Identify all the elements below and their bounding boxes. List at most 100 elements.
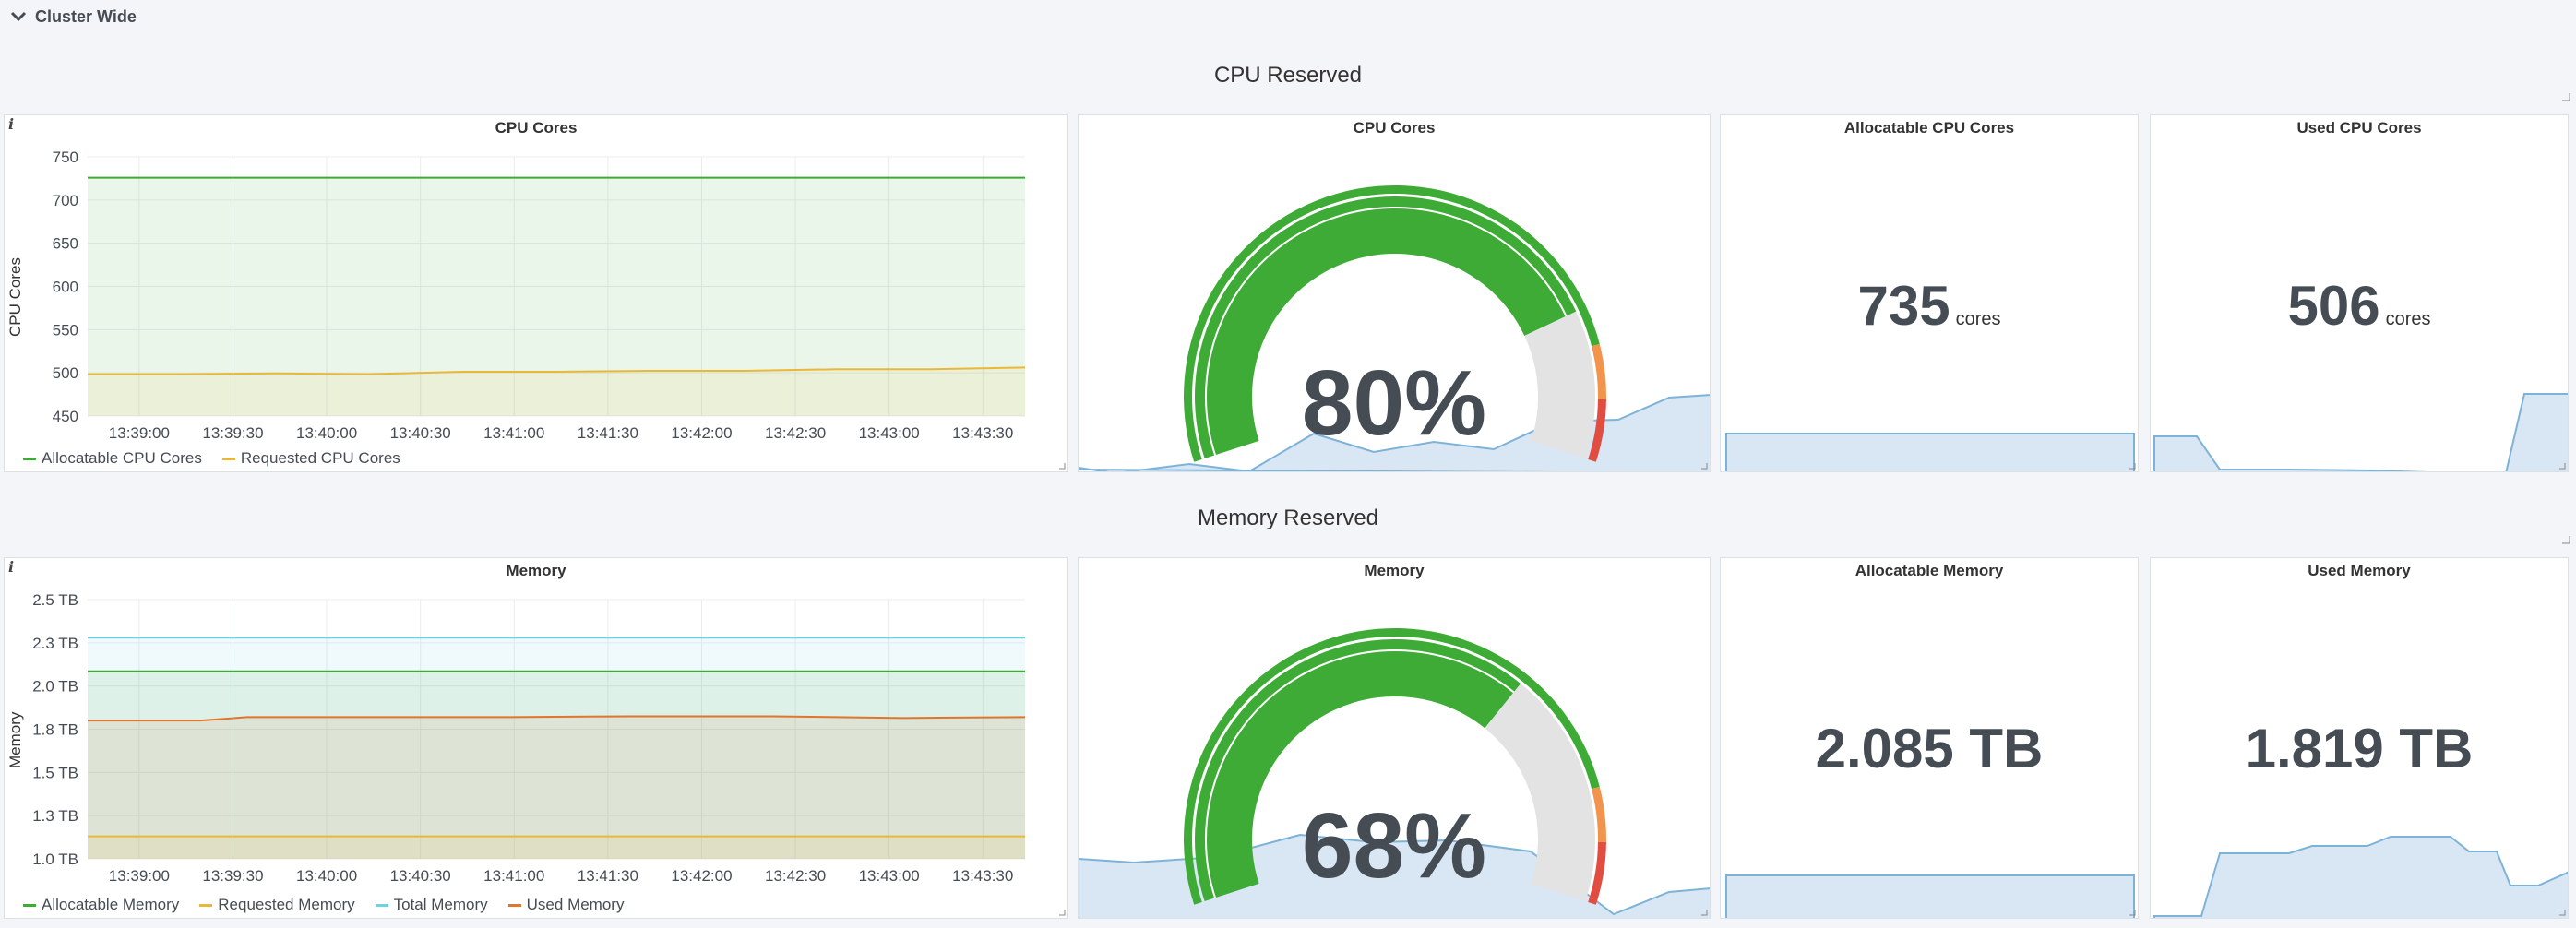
panel-title: CPU Cores (1353, 119, 1436, 137)
stat-value: 506 cores (2287, 275, 2431, 337)
x-tick-label: 13:43:30 (952, 867, 1013, 885)
x-tick-label: 13:43:00 (859, 867, 920, 885)
resize-handle-icon[interactable] (1700, 462, 1708, 470)
x-tick-label: 13:42:00 (671, 424, 732, 442)
series-area (88, 671, 1025, 859)
series-line[interactable] (88, 366, 1026, 375)
cpu-graph-plot[interactable]: 13:39:00 13:39:30 13:40:00 13:40:30 13:41:00… (5, 115, 1068, 447)
info-icon[interactable]: i (8, 558, 15, 576)
stat-value: 1.819 TB (2245, 718, 2474, 779)
gauge-value: 80% (1301, 351, 1487, 455)
resize-handle-icon[interactable] (2558, 462, 2566, 470)
series-area (88, 637, 1025, 859)
gauge-threshold-orange (1592, 787, 1606, 842)
series-area (88, 716, 1025, 859)
y-tick-label: 500 (53, 364, 78, 382)
resize-handle-icon[interactable] (2561, 535, 2570, 544)
legend: Allocatable CPU Cores Requested CPU Core… (23, 449, 400, 468)
memory-graph-plot[interactable]: 13:39:00 13:39:30 13:40:00 13:40:30 13:41:00… (5, 558, 1068, 894)
x-tick-label: 13:41:30 (578, 867, 638, 885)
series-area (88, 177, 1025, 416)
resize-handle-icon[interactable] (2561, 92, 2570, 101)
panel-title: Memory (1364, 562, 1425, 579)
stat-value: 735 cores (1857, 275, 2001, 337)
y-tick-label: 2.5 TB (32, 591, 78, 609)
y-tick-label: 2.0 TB (32, 678, 78, 696)
resize-handle-icon[interactable] (1700, 909, 1708, 916)
used-memory-panel[interactable]: Used Memory 1.819 TB (2150, 557, 2569, 919)
panel-title: CPU Cores (495, 119, 578, 137)
memory-gauge-panel[interactable]: Memory 68% (1078, 557, 1711, 919)
resize-handle-icon[interactable] (1058, 909, 1066, 916)
allocatable-cpu-sparkline (1725, 433, 2135, 471)
allocatable-memory-panel[interactable]: Allocatable Memory 2.085 TB (1720, 557, 2139, 919)
panel-title: Memory (506, 562, 566, 579)
chevron-down-icon[interactable] (7, 6, 30, 28)
allocatable-cpu-panel[interactable]: Allocatable CPU Cores 735 cores (1720, 114, 2139, 472)
x-tick-label: 13:41:30 (578, 424, 638, 442)
x-tick-label: 13:39:00 (109, 867, 170, 885)
legend-item-requested-memory[interactable]: Requested Memory (199, 896, 355, 914)
y-tick-label: 650 (53, 235, 78, 253)
x-tick-label: 13:41:00 (483, 424, 544, 442)
x-tick-label: 13:42:30 (765, 424, 826, 442)
section-title-memory: Memory Reserved (1197, 506, 1379, 530)
x-tick-label: 13:39:30 (202, 424, 263, 442)
x-tick-label: 13:40:00 (296, 424, 357, 442)
series-area (88, 367, 1025, 416)
x-tick-label: 13:41:00 (483, 867, 544, 885)
x-tick-label: 13:43:30 (952, 424, 1013, 442)
allocatable-memory-sparkline (1725, 874, 2135, 918)
memory-graph-panel[interactable]: i Memory Memory 13:39:00 13:39:30 13:40:00… (4, 557, 1068, 919)
gauge-remaining-arc (1524, 311, 1595, 459)
x-tick-label: 13:40:30 (390, 424, 451, 442)
resize-handle-icon[interactable] (2129, 909, 2136, 916)
cpu-gauge-panel[interactable]: CPU Cores 80% (1078, 114, 1711, 472)
resize-handle-icon[interactable] (2129, 462, 2136, 470)
legend-item-allocatable-memory[interactable]: Allocatable Memory (23, 896, 179, 914)
x-tick-label: 13:42:30 (765, 867, 826, 885)
gauge-value: 68% (1301, 794, 1487, 898)
panel-title: Used CPU Cores (2296, 119, 2422, 137)
cpu-graph-panel[interactable]: i CPU Cores CPU Cores 13:39:00 13:39:30 13… (4, 114, 1068, 472)
resize-handle-icon[interactable] (1058, 462, 1066, 470)
legend-item-total-memory[interactable]: Total Memory (375, 896, 488, 914)
legend-item-used-memory[interactable]: Used Memory (507, 896, 624, 914)
row-title: Cluster Wide (35, 6, 137, 26)
y-tick-label: 450 (53, 408, 78, 425)
cpu-sparkline (1079, 394, 1710, 471)
y-tick-label: 700 (53, 192, 78, 209)
gauge-threshold-red (1588, 841, 1606, 905)
series-area (88, 836, 1025, 859)
y-tick-label: 1.0 TB (32, 851, 78, 868)
panel-title: Used Memory (2308, 562, 2411, 579)
used-memory-sparkline (2153, 836, 2568, 918)
used-cpu-panel[interactable]: Used CPU Cores 506 cores (2150, 114, 2569, 472)
y-tick-label: 550 (53, 321, 78, 339)
series-line[interactable] (88, 715, 1026, 722)
x-tick-label: 13:39:00 (109, 424, 170, 442)
gauge-value-arc (1195, 196, 1577, 459)
legend-item-requested-cpu[interactable]: Requested CPU Cores (221, 449, 400, 468)
x-tick-label: 13:39:30 (202, 867, 263, 885)
legend-item-allocatable-cpu[interactable]: Allocatable CPU Cores (23, 449, 202, 468)
stat-value: 2.085 TB (1815, 718, 2044, 779)
legend: Allocatable Memory Requested Memory Tota… (23, 896, 624, 914)
gauge-threshold-orange (1592, 344, 1606, 399)
y-tick-label: 2.3 TB (32, 635, 78, 652)
x-tick-label: 13:43:00 (859, 424, 920, 442)
y-tick-label: 1.5 TB (32, 764, 78, 781)
gauge-threshold-red (1588, 399, 1606, 462)
resize-handle-icon[interactable] (2558, 909, 2566, 916)
gauge-inner-band (1205, 649, 1515, 898)
info-icon[interactable]: i (8, 115, 15, 133)
gauge-value-arc (1195, 639, 1521, 902)
section-title-cpu: CPU Reserved (1213, 63, 1363, 88)
y-tick-label: 1.8 TB (32, 721, 78, 739)
row-header-cluster-wide[interactable]: Cluster Wide (7, 4, 137, 30)
cpu-gauge (1184, 184, 1606, 462)
used-cpu-sparkline (2153, 393, 2568, 471)
memory-gauge (1184, 627, 1606, 905)
gauge-inner-band (1205, 207, 1568, 456)
y-tick-label: 750 (53, 149, 78, 166)
